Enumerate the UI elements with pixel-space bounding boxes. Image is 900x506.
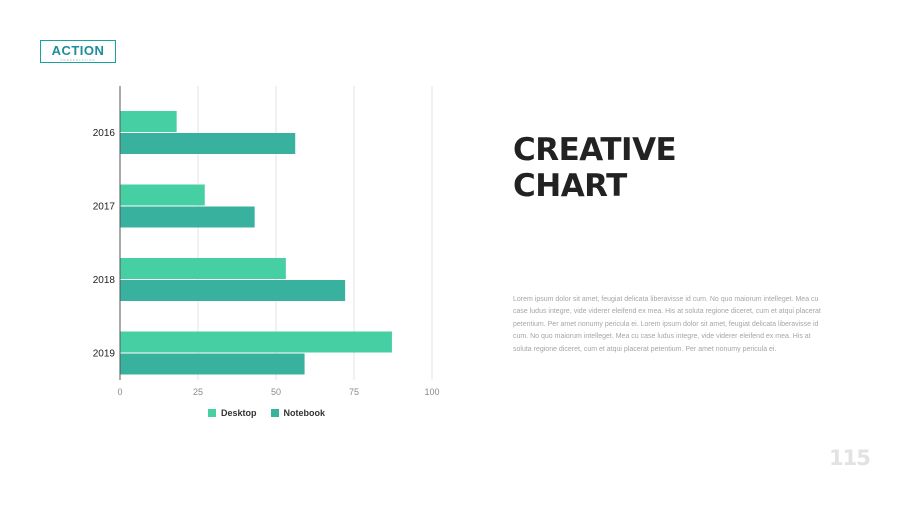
legend-label-desktop: Desktop [221,408,257,418]
x-tick-label: 75 [349,387,359,397]
x-tick-label: 100 [424,387,439,397]
legend-swatch-desktop [208,409,216,417]
bar-notebook-2019 [120,353,305,375]
bar-desktop-2016 [120,111,177,132]
bar-notebook-2016 [120,133,296,154]
bar-desktop-2017 [120,184,205,206]
legend-label-notebook: Notebook [283,408,326,418]
logo-subtitle: PRESENTATION [60,58,96,62]
slide-title-line2: CHART [513,168,627,204]
x-tick-label: 50 [271,387,281,397]
bar-desktop-2019 [120,331,392,353]
x-tick-label: 0 [117,387,122,397]
x-tick-label: 25 [193,387,203,397]
category-label: 2017 [93,202,116,213]
slide-title-line1: CREATIVE [513,132,677,168]
legend-item-notebook: Notebook [270,408,326,418]
bar-desktop-2018 [120,258,286,279]
slide-title: CREATIVE CHART [513,132,677,204]
category-label: 2016 [93,128,116,139]
bar-notebook-2017 [120,206,255,228]
body-text: Lorem ipsum dolor sit amet, feugiat deli… [513,296,821,353]
legend-item-desktop: Desktop [208,408,257,418]
logo: ACTION PRESENTATION [40,40,116,63]
page-number: 115 [829,446,871,470]
logo-title: ACTION [51,43,105,58]
category-label: 2018 [93,275,116,286]
chart-legend: Desktop Notebook [208,408,325,418]
legend-swatch-notebook [270,409,279,417]
bar-notebook-2018 [120,280,346,301]
category-label: 2019 [93,349,116,360]
